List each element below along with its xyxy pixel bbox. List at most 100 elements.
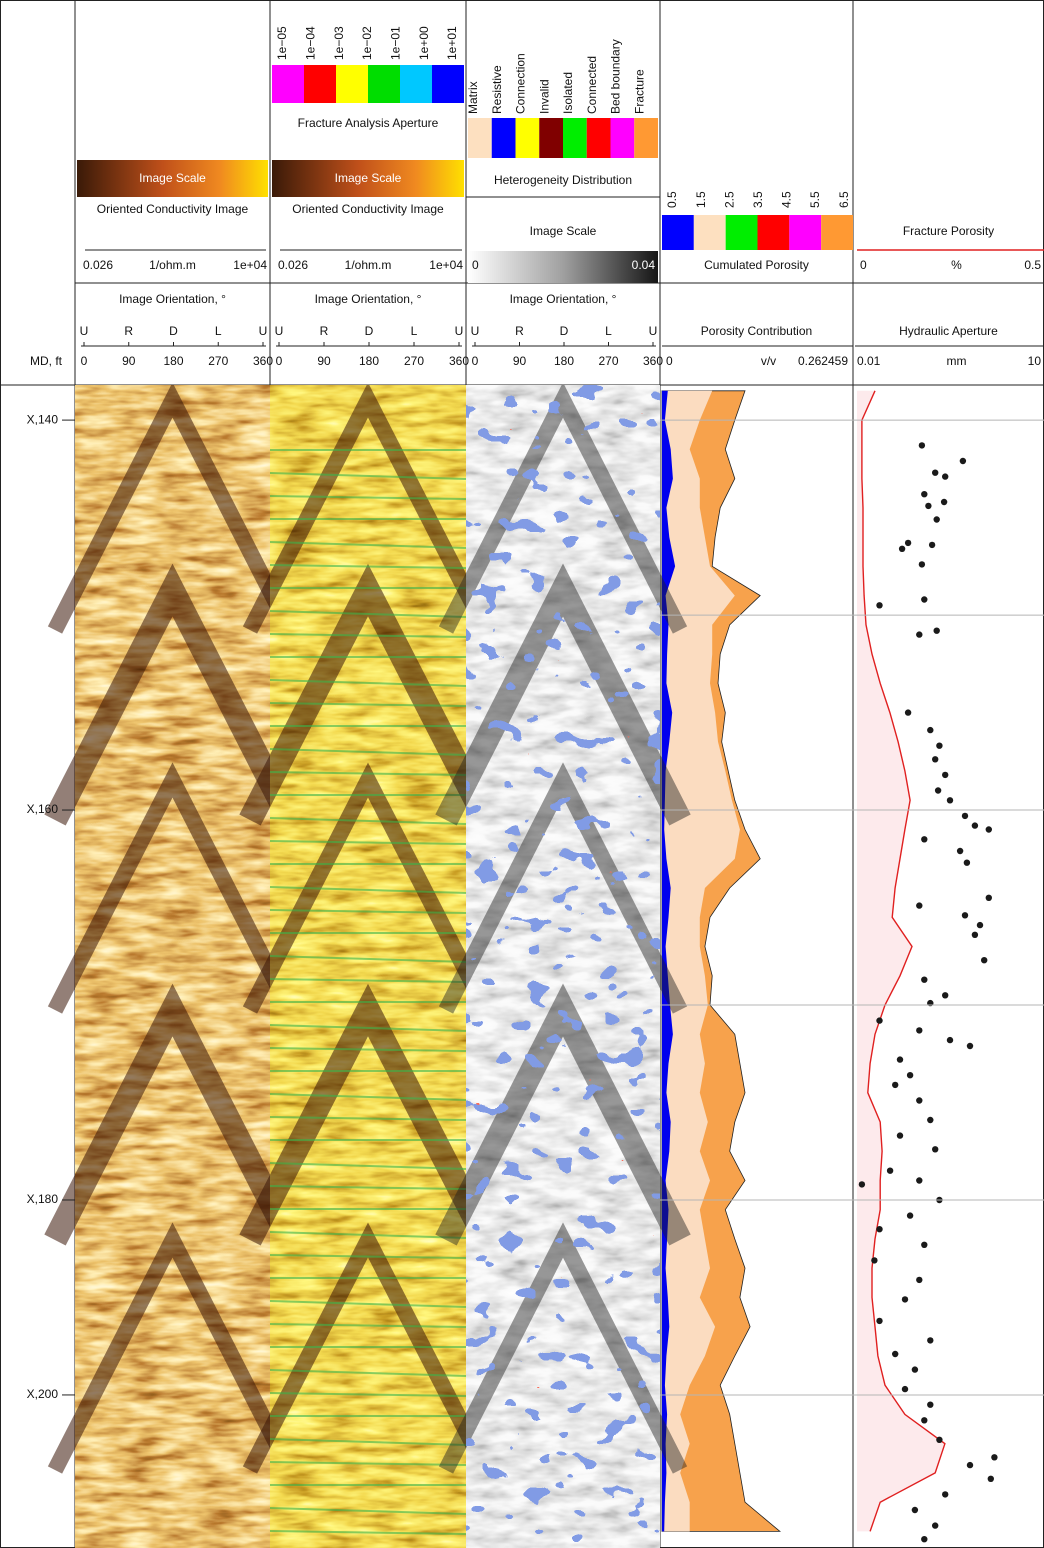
axis-unit: mm bbox=[947, 354, 967, 368]
orientation-label: U bbox=[649, 324, 658, 338]
x-tick-label: 90 bbox=[513, 354, 527, 368]
image-texture bbox=[44, 563, 301, 826]
aperture-point bbox=[985, 894, 992, 901]
scale-bar bbox=[272, 160, 464, 197]
scale-bar bbox=[468, 251, 658, 283]
image-texture bbox=[269, 472, 467, 480]
image-track bbox=[44, 385, 301, 1548]
track-bodies bbox=[44, 385, 998, 1548]
legend-swatch bbox=[693, 215, 726, 250]
x-tick-label: 90 bbox=[317, 354, 331, 368]
orientation-label: D bbox=[365, 324, 374, 338]
aperture-point bbox=[946, 1036, 954, 1044]
image-texture bbox=[269, 1438, 467, 1446]
aperture-point bbox=[921, 491, 928, 498]
legend-swatch bbox=[400, 65, 432, 103]
legend-swatch bbox=[757, 215, 790, 250]
aperture-point bbox=[966, 1461, 974, 1469]
orientation-label: U bbox=[259, 324, 268, 338]
aperture-point bbox=[921, 1417, 928, 1424]
x-tick-label: 0 bbox=[860, 258, 867, 272]
legend-label: Resistive bbox=[490, 65, 504, 114]
image-texture bbox=[269, 633, 467, 638]
x-tick-label: 0 bbox=[472, 354, 479, 368]
aperture-point bbox=[961, 912, 969, 919]
aperture-point bbox=[942, 771, 949, 779]
image-texture bbox=[269, 817, 467, 825]
aperture-point bbox=[976, 921, 984, 929]
x-tick-label: 10 bbox=[1028, 354, 1042, 368]
orientation-label: L bbox=[605, 324, 612, 338]
image-texture bbox=[269, 909, 467, 914]
legend-swatch bbox=[563, 118, 587, 158]
legend-title: Fracture Analysis Aperture bbox=[297, 116, 439, 130]
aperture-point bbox=[932, 1146, 939, 1153]
legend-tick-label: 1e−02 bbox=[360, 26, 374, 60]
image-texture bbox=[242, 385, 494, 634]
legend-swatch bbox=[491, 118, 516, 158]
fracture-porosity-line bbox=[861, 390, 946, 1532]
image-texture bbox=[269, 1461, 467, 1466]
orientation-label: R bbox=[320, 324, 329, 338]
scale-tick-label: 0 bbox=[472, 258, 479, 272]
scale-unit: 1/ohm.m bbox=[345, 258, 392, 272]
image-texture bbox=[269, 564, 467, 569]
legend-title: Cumulated Porosity bbox=[704, 258, 809, 272]
aperture-point bbox=[901, 1385, 909, 1393]
orientation-label: D bbox=[169, 324, 178, 338]
legend-tick-label: 5.5 bbox=[808, 191, 822, 208]
aperture-point bbox=[936, 1436, 943, 1444]
aperture-point bbox=[904, 709, 912, 716]
image-texture bbox=[269, 978, 467, 983]
legend-swatch bbox=[304, 65, 336, 103]
image-track bbox=[239, 385, 497, 1548]
aperture-point bbox=[916, 1027, 923, 1034]
porosity-area bbox=[662, 390, 740, 1532]
image-texture bbox=[47, 762, 298, 1014]
aperture-point bbox=[918, 442, 926, 449]
axis-unit: % bbox=[951, 258, 962, 272]
aperture-point bbox=[916, 1097, 923, 1104]
aperture-point bbox=[876, 1226, 883, 1233]
aperture-point bbox=[959, 457, 967, 465]
image-texture bbox=[47, 1222, 298, 1474]
aperture-point bbox=[932, 469, 939, 476]
legend-swatch bbox=[610, 118, 635, 158]
x-tick-label: 0 bbox=[666, 354, 673, 368]
aperture-point bbox=[956, 847, 964, 855]
legend-tick-label: 4.5 bbox=[780, 191, 794, 208]
aperture-point bbox=[906, 1212, 914, 1219]
x-tick-label: 180 bbox=[554, 354, 574, 368]
orientation-label: L bbox=[411, 324, 418, 338]
legend-swatch bbox=[634, 118, 658, 158]
image-texture bbox=[269, 1024, 467, 1032]
aperture-point bbox=[916, 902, 923, 909]
x-tick-label: 90 bbox=[122, 354, 136, 368]
legend-swatch bbox=[368, 65, 400, 103]
orientation-title: Image Orientation, ° bbox=[510, 292, 617, 306]
legend-swatch bbox=[468, 118, 492, 158]
track-title-box: Oriented Conductivity Image bbox=[97, 202, 248, 216]
legend-label: Connected bbox=[585, 56, 599, 114]
x-tick-label: 270 bbox=[404, 354, 424, 368]
depth-title: MD, ft bbox=[30, 354, 63, 368]
aperture-point bbox=[942, 992, 949, 999]
legend-label: Fracture bbox=[632, 69, 646, 114]
legend-swatch bbox=[725, 215, 758, 250]
orientation-label: R bbox=[124, 324, 133, 338]
legend-tick-label: 3.5 bbox=[751, 191, 765, 208]
legend-swatch bbox=[539, 118, 563, 158]
x-tick-label: 0.5 bbox=[1024, 258, 1041, 272]
legend-swatch bbox=[789, 215, 822, 250]
aperture-point bbox=[886, 1167, 894, 1174]
aperture-point bbox=[928, 541, 936, 549]
aperture-point bbox=[963, 859, 971, 866]
aperture-point bbox=[901, 1296, 909, 1303]
orientation-label: L bbox=[215, 324, 222, 338]
orientation-label: U bbox=[275, 324, 284, 338]
aperture-point bbox=[921, 1536, 928, 1543]
x-tick-label: 360 bbox=[253, 354, 273, 368]
aperture-point bbox=[936, 742, 943, 749]
legend-swatch bbox=[336, 65, 368, 103]
image-texture bbox=[269, 1392, 467, 1397]
